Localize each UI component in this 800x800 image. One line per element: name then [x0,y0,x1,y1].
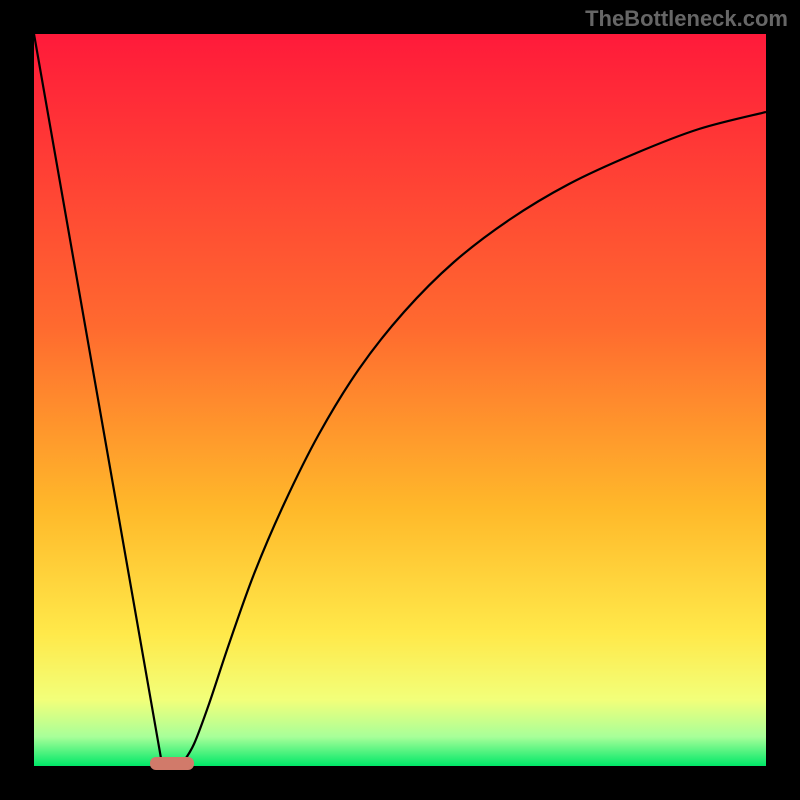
watermark-text: TheBottleneck.com [585,6,788,32]
bottleneck-curve [34,34,766,766]
plot-area [34,34,766,766]
optimal-marker [150,757,194,770]
curve-svg [34,34,766,766]
chart-frame: TheBottleneck.com [0,0,800,800]
